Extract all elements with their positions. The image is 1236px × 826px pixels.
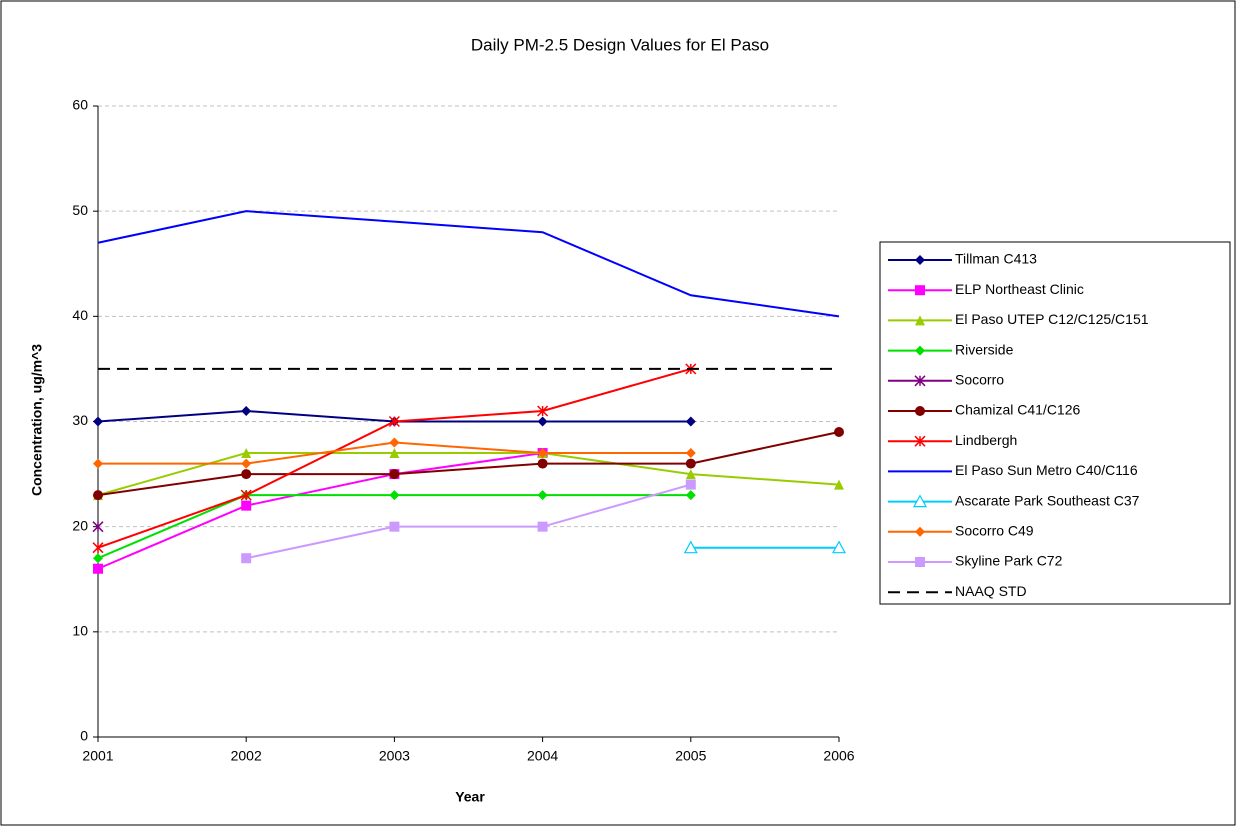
data-point [389,490,400,501]
legend-marker [912,494,928,508]
legend-label: Tillman C413 [955,251,1037,267]
x-tick-label: 2006 [823,748,854,764]
data-point [834,479,844,490]
x-tick-label: 2003 [379,748,410,764]
data-point [537,448,548,459]
legend-marker [915,345,925,356]
data-point [537,521,548,532]
data-point [241,469,252,480]
data-point [685,469,696,480]
data-point [93,458,103,469]
data-point [240,489,252,501]
data-point [241,405,252,416]
data-point [241,553,252,564]
legend-marker [914,435,926,447]
data-point [241,448,252,459]
series-line [97,210,840,318]
legend-marker [914,375,926,387]
data-point [685,479,696,490]
chart-title: Daily PM-2.5 Design Values for El Paso [471,35,769,54]
data-point [537,458,548,469]
data-point [685,416,696,427]
series-line [97,431,840,497]
data-point [831,540,847,554]
series-line [97,452,840,497]
y-tick-label: 40 [72,307,88,323]
data-point [241,500,252,511]
data-point [537,405,549,417]
data-point [92,521,104,533]
y-axis-label: Concentration, ug/m^3 [29,344,45,496]
data-point [537,490,548,501]
data-point [389,437,400,448]
legend-label: Lindbergh [955,432,1017,448]
legend-label: Socorro [955,372,1004,388]
legend-label: Chamizal C41/C126 [955,402,1080,418]
legend-label: ELP Northeast Clinic [955,281,1084,297]
legend-marker [915,315,925,326]
legend-label: Riverside [955,341,1014,357]
legend-label: NAAQ STD [955,583,1027,599]
data-point [685,458,696,469]
data-point [241,458,252,469]
data-point [685,490,696,501]
data-point [537,416,548,427]
data-point [683,540,698,554]
legend-marker [915,557,925,567]
legend-label: El Paso Sun Metro C40/C116 [955,462,1138,478]
x-tick-label: 2002 [231,748,262,764]
y-tick-label: 10 [72,623,88,639]
y-tick-label: 30 [72,412,88,428]
x-tick-label: 2005 [675,748,706,764]
legend-label: El Paso UTEP C12/C125/C151 [955,311,1149,327]
legend-marker [915,285,925,296]
legend-label: Ascarate Park Southeast C37 [955,492,1140,508]
legend-label: Skyline Park C72 [955,553,1063,569]
legend-marker [915,406,925,416]
x-axis-label: Year [455,789,485,805]
legend-label: Socorro C49 [955,523,1034,539]
data-point [93,553,103,564]
data-point [93,563,103,574]
series-line [97,452,543,570]
y-tick-label: 20 [72,517,88,533]
data-point [389,469,400,480]
legend-box [879,241,1231,605]
data-point [389,448,400,459]
data-point [389,521,400,532]
data-point [388,415,400,428]
data-point [834,427,844,438]
data-point [93,490,103,501]
series-line [245,483,692,560]
y-tick-label: 50 [72,202,88,218]
y-tick-label: 60 [72,97,88,113]
data-point [685,448,696,459]
legend-marker [915,255,925,265]
data-point [92,542,104,554]
data-point [93,416,103,427]
x-tick-label: 2004 [527,748,558,764]
legend-marker [915,526,925,537]
x-tick-label: 2001 [82,748,113,764]
y-tick-label: 0 [80,728,88,744]
